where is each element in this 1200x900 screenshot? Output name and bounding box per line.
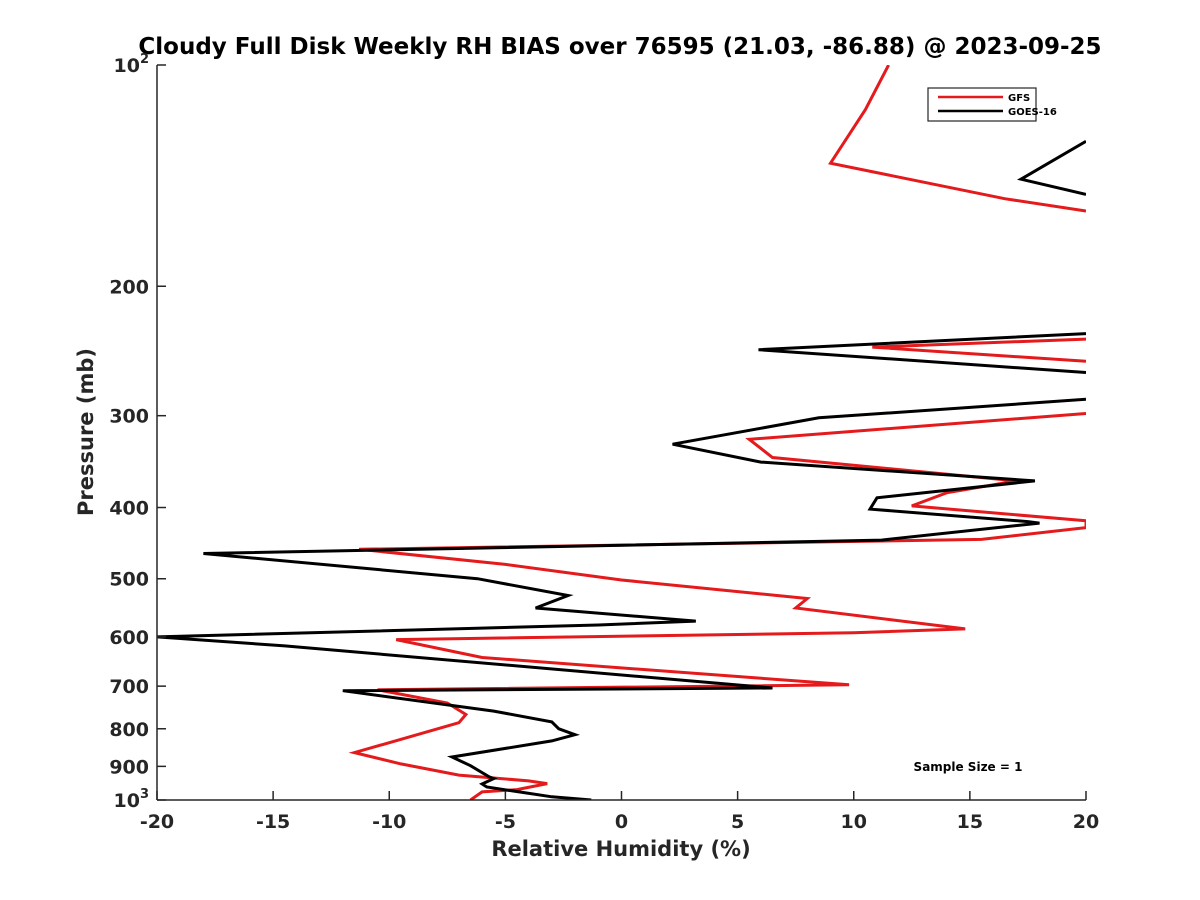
- series-line-goes16: [157, 140, 1086, 800]
- chart-title: Cloudy Full Disk Weekly RH BIAS over 765…: [138, 34, 1101, 60]
- y-tick-label: 600: [109, 627, 149, 649]
- y-tick-label: 102: [114, 52, 150, 77]
- y-tick-label: 900: [109, 756, 149, 778]
- y-tick-label: 500: [109, 569, 149, 591]
- x-tick-label: -10: [372, 811, 406, 833]
- y-tick-label: 103: [114, 787, 150, 812]
- y-tick-label: 300: [109, 406, 149, 428]
- y-tick-label: 400: [109, 498, 149, 520]
- y-axis-ticks: 102 200 300 400 500 600 700 800 900 103: [109, 52, 166, 812]
- x-tick-label: -5: [495, 811, 516, 833]
- x-axis-label: Relative Humidity (%): [491, 837, 750, 861]
- x-axis-ticks: -20 -15 -10 -5 0 5 10 15 20: [140, 791, 1099, 833]
- legend-label-goes16: GOES-16: [1008, 107, 1057, 118]
- y-axis-label: Pressure (mb): [74, 348, 98, 516]
- legend: GFS GOES-16: [927, 87, 1057, 122]
- legend-box: [927, 87, 1037, 122]
- x-tick-label: 10: [841, 811, 867, 833]
- x-tick-label: 20: [1073, 811, 1099, 833]
- y-tick-label: 800: [109, 719, 149, 741]
- sample-size-annotation: Sample Size = 1: [914, 760, 1023, 774]
- plot-lines: [157, 65, 1086, 800]
- x-tick-label: -20: [140, 811, 174, 833]
- x-tick-label: -15: [256, 811, 290, 833]
- y-tick-label: 200: [109, 276, 149, 298]
- series-line-gfs: [348, 65, 1086, 800]
- legend-label-gfs: GFS: [1008, 93, 1030, 104]
- y-tick-label: 700: [109, 676, 149, 698]
- x-tick-label: 0: [615, 811, 628, 833]
- x-tick-label: 15: [957, 811, 983, 833]
- x-tick-label: 5: [731, 811, 744, 833]
